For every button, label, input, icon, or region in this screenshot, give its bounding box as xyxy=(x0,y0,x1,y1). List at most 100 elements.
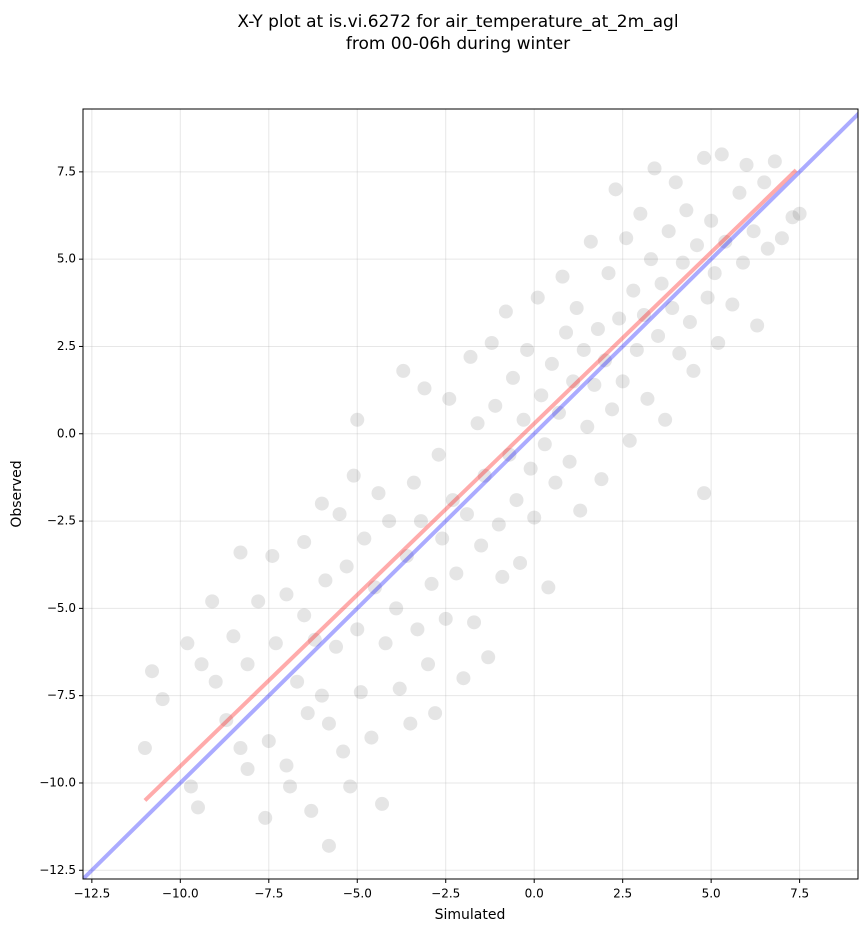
scatter-point xyxy=(750,318,765,333)
scatter-point xyxy=(559,325,574,340)
scatter-point xyxy=(321,716,336,731)
scatter-point xyxy=(205,594,220,609)
scatter-point xyxy=(636,308,651,323)
scatter-point xyxy=(268,636,283,651)
scatter-point xyxy=(505,370,520,385)
scatter-point xyxy=(431,447,446,462)
scatter-point xyxy=(463,349,478,364)
scatter-point xyxy=(767,154,782,169)
scatter-point xyxy=(576,342,591,357)
scatter-point xyxy=(615,374,630,389)
scatter-point xyxy=(711,335,726,350)
scatter-point xyxy=(226,629,241,644)
scatter-point xyxy=(357,531,372,546)
scatter-point xyxy=(378,636,393,651)
scatter-point xyxy=(622,433,637,448)
scatter-point xyxy=(367,580,382,595)
scatter-point xyxy=(513,555,528,570)
scatter-point xyxy=(682,315,697,330)
scatter-point xyxy=(336,744,351,759)
scatter-point xyxy=(760,241,775,256)
y-axis-label: Observed xyxy=(9,460,25,527)
scatter-point xyxy=(675,255,690,270)
grid xyxy=(83,109,858,879)
scatter-point xyxy=(332,507,347,522)
scatter-point xyxy=(601,266,616,281)
scatter-point xyxy=(219,713,234,728)
scatter-point xyxy=(314,688,329,703)
fit-line xyxy=(83,111,858,879)
scatter-point xyxy=(697,150,712,165)
x-tick-label: 2.5 xyxy=(613,887,632,901)
scatter-point xyxy=(757,175,772,190)
scatter-point xyxy=(318,573,333,588)
y-tick-label: −2.5 xyxy=(47,514,76,528)
scatter-point xyxy=(467,615,482,630)
x-axis-label: Simulated xyxy=(435,907,506,923)
scatter-point xyxy=(619,231,634,246)
scatter-point xyxy=(300,706,315,721)
x-tick-label: 7.5 xyxy=(790,887,809,901)
scatter-point xyxy=(279,587,294,602)
scatter-point xyxy=(470,416,485,431)
scatter-point xyxy=(647,161,662,176)
scatter-point xyxy=(417,381,432,396)
scatter-point xyxy=(629,342,644,357)
scatter-point xyxy=(191,800,206,815)
scatter-point xyxy=(488,398,503,413)
scatter-point xyxy=(718,234,733,249)
scatter-point xyxy=(569,301,584,316)
scatter-point xyxy=(566,374,581,389)
scatter-point xyxy=(403,716,418,731)
scatter-point xyxy=(502,447,517,462)
y-tick-label: −7.5 xyxy=(47,688,76,702)
scatter-point xyxy=(392,681,407,696)
scatter-point xyxy=(410,622,425,637)
scatter-point xyxy=(534,388,549,403)
scatter-point xyxy=(279,758,294,773)
scatter-point xyxy=(137,741,152,756)
scatter-point xyxy=(792,206,807,221)
scatter-point xyxy=(548,475,563,490)
scatter-point xyxy=(633,206,648,221)
scatter-point xyxy=(477,468,492,483)
scatter-point xyxy=(672,346,687,361)
scatter-point xyxy=(438,611,453,626)
scatter-point xyxy=(346,468,361,483)
scatter-point xyxy=(544,356,559,371)
plot-area xyxy=(83,111,858,879)
y-tick-label: −12.5 xyxy=(39,863,76,877)
scatter-point xyxy=(583,234,598,249)
scatter-point xyxy=(180,636,195,651)
scatter-point xyxy=(449,566,464,581)
scatter-point xyxy=(350,622,365,637)
scatter-point xyxy=(233,545,248,560)
x-tick-label: −10.0 xyxy=(162,887,199,901)
scatter-point xyxy=(498,304,513,319)
scatter-point xyxy=(258,810,273,825)
scatter-point xyxy=(597,353,612,368)
scatter-point xyxy=(155,692,170,707)
scatter-point xyxy=(523,461,538,476)
scatter-point xyxy=(594,472,609,487)
scatter-point xyxy=(290,674,305,689)
scatter-point xyxy=(537,437,552,452)
scatter-point xyxy=(321,838,336,853)
scatter-point xyxy=(343,779,358,794)
scatter-point xyxy=(580,419,595,434)
y-tick-label: 7.5 xyxy=(57,164,76,178)
scatter-point xyxy=(265,548,280,563)
scatter-point xyxy=(428,706,443,721)
x-tick-label: 5.0 xyxy=(702,887,721,901)
scatter-point xyxy=(251,594,266,609)
scatter-point xyxy=(364,730,379,745)
scatter-point xyxy=(605,402,620,417)
scatter-point xyxy=(304,803,319,818)
scatter-point xyxy=(283,779,298,794)
scatter-point xyxy=(658,412,673,427)
scatter-point xyxy=(350,412,365,427)
scatter-point xyxy=(240,762,255,776)
scatter-point xyxy=(240,657,255,672)
